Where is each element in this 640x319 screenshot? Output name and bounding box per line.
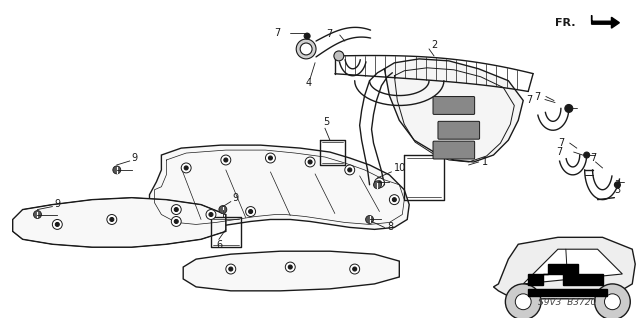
Circle shape	[348, 168, 352, 172]
Circle shape	[266, 153, 275, 163]
Circle shape	[285, 262, 295, 272]
Text: 7: 7	[326, 29, 332, 39]
Circle shape	[374, 181, 381, 189]
Polygon shape	[528, 264, 602, 285]
Circle shape	[605, 294, 620, 310]
Circle shape	[110, 218, 114, 221]
Circle shape	[305, 157, 315, 167]
Text: FR.: FR.	[556, 18, 576, 28]
Text: 9: 9	[233, 193, 239, 203]
Text: 1: 1	[481, 157, 488, 167]
Circle shape	[304, 33, 310, 39]
Circle shape	[378, 181, 381, 185]
Polygon shape	[493, 237, 636, 299]
Circle shape	[392, 198, 396, 202]
Circle shape	[296, 39, 316, 59]
Polygon shape	[524, 249, 622, 284]
Circle shape	[181, 163, 191, 173]
Circle shape	[506, 284, 541, 319]
Circle shape	[584, 152, 589, 158]
Text: 7: 7	[557, 147, 563, 157]
Circle shape	[334, 51, 344, 61]
Circle shape	[300, 43, 312, 55]
Text: 6: 6	[216, 240, 222, 250]
Circle shape	[219, 205, 227, 213]
Circle shape	[349, 264, 360, 274]
Circle shape	[353, 267, 356, 271]
Polygon shape	[385, 59, 524, 162]
Circle shape	[209, 212, 213, 217]
Circle shape	[595, 284, 630, 319]
Text: 9: 9	[54, 199, 60, 209]
Text: 7: 7	[526, 94, 532, 105]
Polygon shape	[591, 15, 620, 28]
Circle shape	[308, 160, 312, 164]
Text: 3: 3	[614, 185, 621, 195]
Circle shape	[221, 155, 231, 165]
Circle shape	[288, 265, 292, 269]
Polygon shape	[528, 289, 607, 296]
Circle shape	[33, 211, 42, 219]
Circle shape	[515, 294, 531, 310]
Circle shape	[614, 182, 620, 188]
FancyBboxPatch shape	[433, 141, 475, 159]
Circle shape	[184, 166, 188, 170]
FancyBboxPatch shape	[433, 97, 475, 115]
Text: 4: 4	[305, 78, 311, 88]
Circle shape	[52, 219, 62, 229]
Text: 3: 3	[614, 180, 621, 190]
FancyBboxPatch shape	[438, 121, 479, 139]
Circle shape	[172, 217, 181, 226]
Circle shape	[248, 210, 253, 213]
Circle shape	[365, 216, 374, 223]
Text: 7: 7	[558, 138, 564, 148]
Circle shape	[229, 267, 233, 271]
Circle shape	[565, 105, 573, 112]
Circle shape	[224, 158, 228, 162]
Text: 2: 2	[431, 40, 437, 50]
Text: 5: 5	[323, 117, 329, 127]
Text: 7: 7	[534, 92, 540, 101]
Text: 10: 10	[394, 163, 406, 173]
Circle shape	[172, 204, 181, 214]
Text: 7: 7	[591, 153, 597, 163]
Text: 9: 9	[132, 153, 138, 163]
Circle shape	[107, 214, 116, 225]
Polygon shape	[13, 198, 226, 247]
Text: S9V3  B3720: S9V3 B3720	[538, 298, 596, 307]
Circle shape	[226, 264, 236, 274]
Text: 7: 7	[274, 28, 280, 38]
Circle shape	[389, 195, 399, 204]
Circle shape	[268, 156, 273, 160]
Circle shape	[113, 166, 121, 174]
Circle shape	[55, 222, 60, 226]
Polygon shape	[150, 145, 409, 229]
Text: 8: 8	[387, 222, 394, 233]
Circle shape	[246, 207, 255, 217]
Circle shape	[345, 165, 355, 175]
Circle shape	[174, 208, 179, 211]
Circle shape	[374, 178, 385, 188]
Polygon shape	[183, 251, 399, 291]
Circle shape	[206, 210, 216, 219]
Circle shape	[174, 219, 179, 223]
